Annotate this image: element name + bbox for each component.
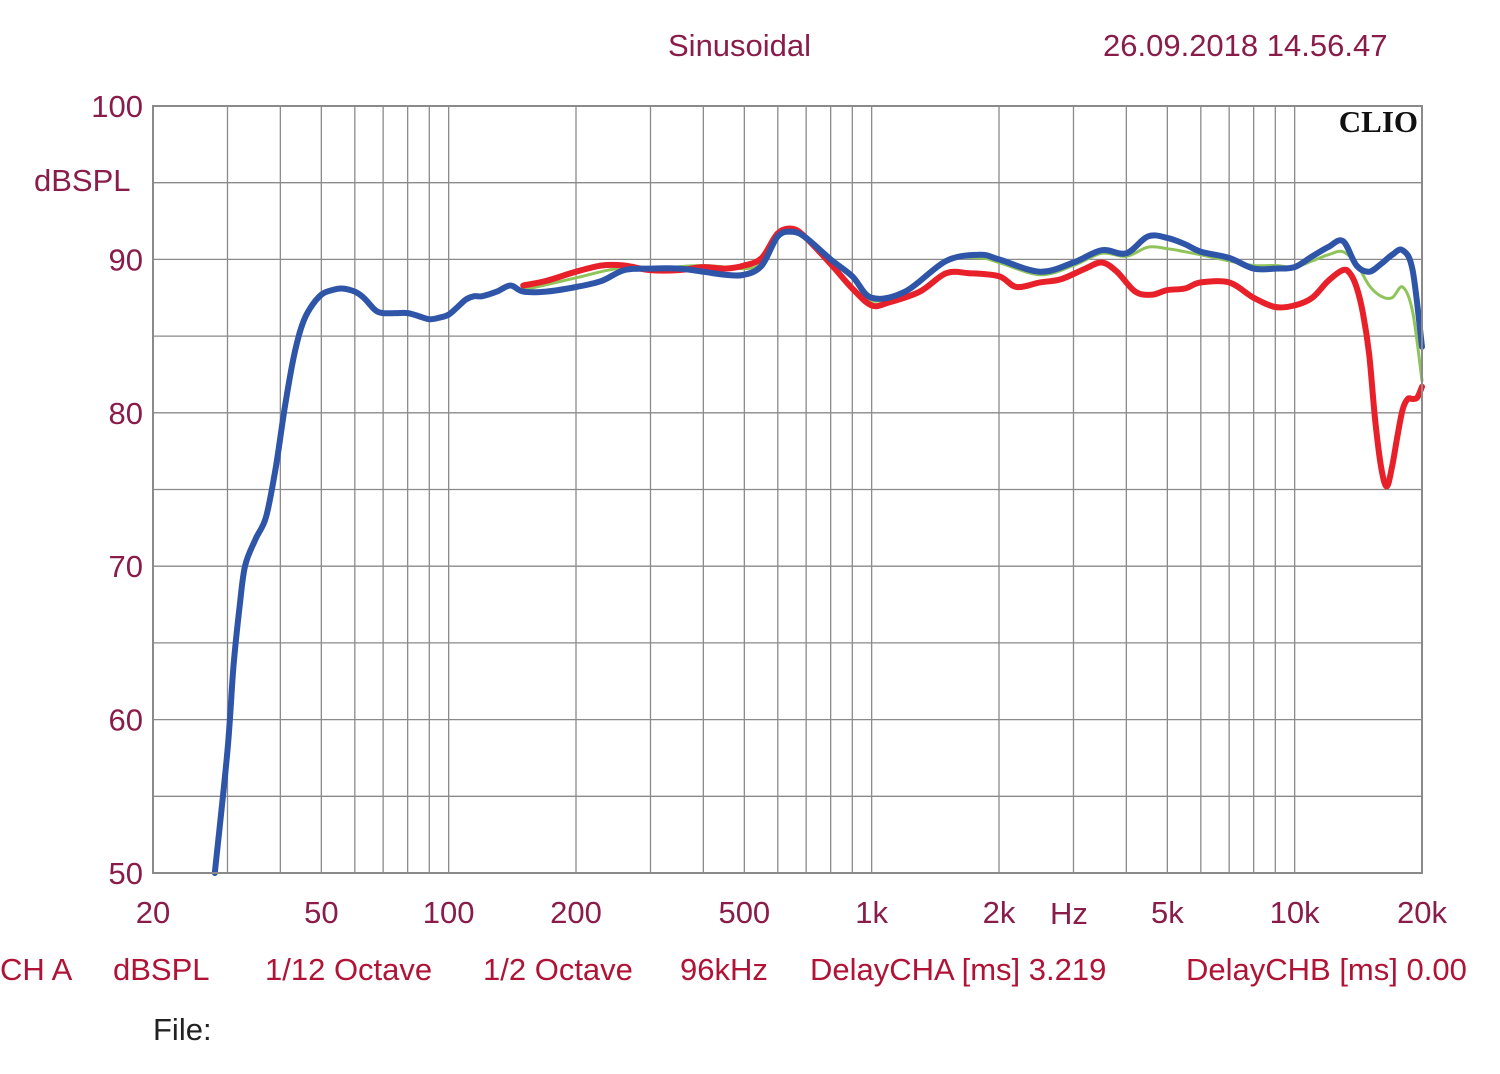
clio-logo: CLIO xyxy=(1338,104,1418,139)
plot-frame xyxy=(152,105,1423,874)
footer-octave: 1/2 Octave xyxy=(483,952,633,987)
y-tick-label: 50 xyxy=(109,856,143,891)
footer-delay-chb: DelayCHB [ms] 0.00 xyxy=(1186,952,1467,987)
footer-file-label: File: xyxy=(153,1012,212,1047)
y-axis-label: dBSPL xyxy=(34,163,131,198)
x-tick-label: 200 xyxy=(550,895,602,930)
measurement-timestamp: 26.09.2018 14.56.47 xyxy=(1103,28,1388,63)
footer-delay-cha: DelayCHA [ms] 3.219 xyxy=(810,952,1107,987)
x-tick-label: 100 xyxy=(423,895,475,930)
x-axis-label: Hz xyxy=(1050,896,1088,931)
x-tick-label: 5k xyxy=(1151,895,1184,930)
footer-sample-rate: 96kHz xyxy=(680,952,768,987)
measurement-mode: Sinusoidal xyxy=(668,28,812,63)
tick-labels: 20 50 100 200 500 1k 2k 5k 10k 20k 100 90 80 70 60 50 xyxy=(91,89,1447,930)
series-line-red xyxy=(520,225,1425,490)
y-tick-label: 100 xyxy=(91,89,143,124)
x-tick-label: 50 xyxy=(304,895,338,930)
x-tick-label: 2k xyxy=(983,895,1016,930)
y-tick-label: 80 xyxy=(109,396,143,431)
grid-lines xyxy=(153,106,1422,873)
x-tick-label: 10k xyxy=(1270,895,1320,930)
series-line-blue xyxy=(211,228,1425,876)
footer-smoothing: 1/12 Octave xyxy=(265,952,433,987)
x-tick-label: 500 xyxy=(718,895,770,930)
footer-unit: dBSPL xyxy=(113,952,210,987)
y-tick-label: 60 xyxy=(109,703,143,738)
y-tick-label: 90 xyxy=(109,242,143,277)
x-tick-label: 20 xyxy=(136,895,170,930)
footer-channel: CH A xyxy=(0,952,73,987)
series-layer xyxy=(211,225,1425,876)
x-tick-label: 1k xyxy=(855,895,888,930)
y-tick-label: 70 xyxy=(109,549,143,584)
x-tick-label: 20k xyxy=(1397,895,1447,930)
